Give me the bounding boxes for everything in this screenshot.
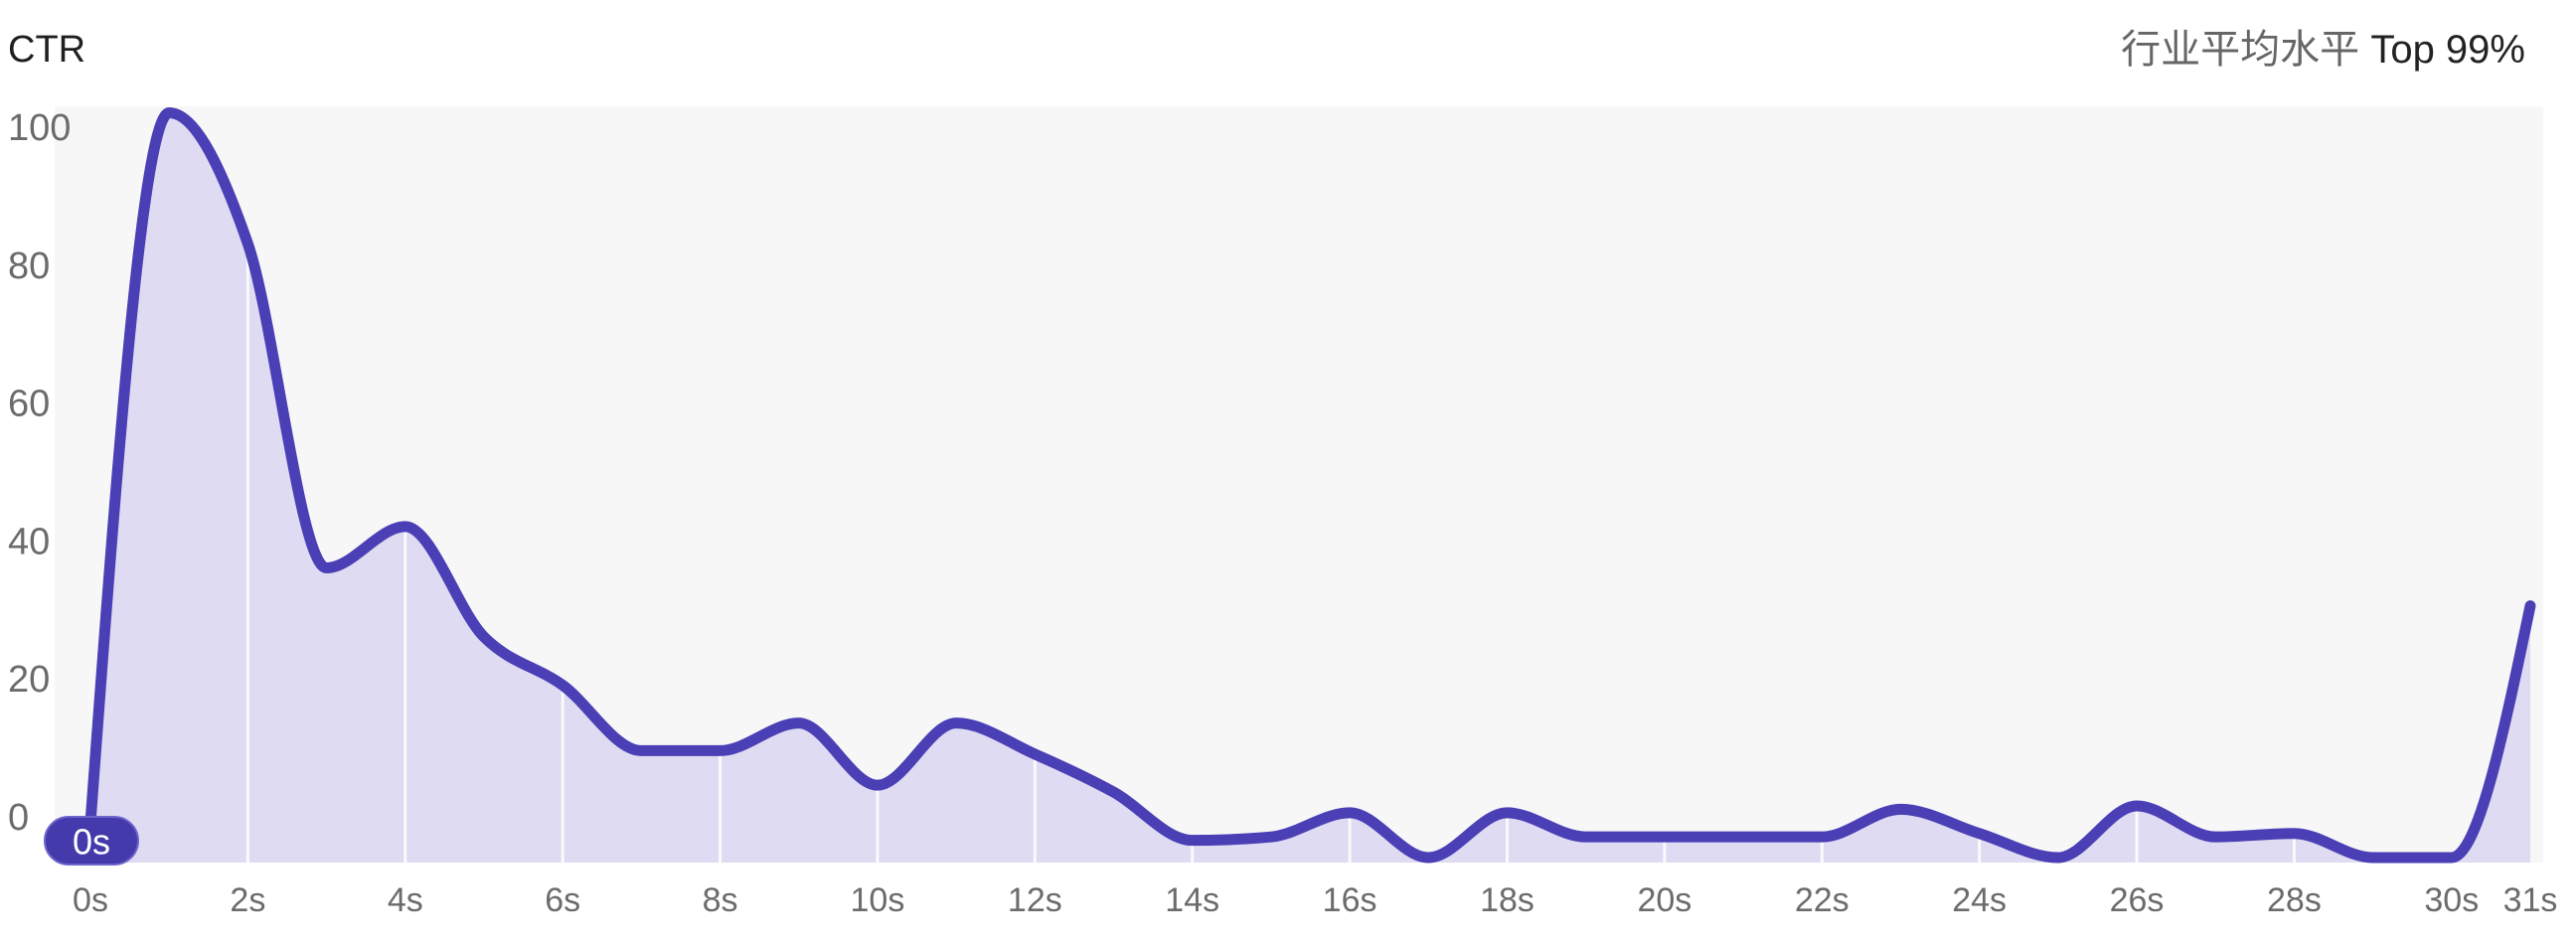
- x-tick-label: 10s: [851, 881, 905, 919]
- y-tick-label: 0: [8, 797, 29, 839]
- y-tick-label: 60: [8, 384, 50, 425]
- x-tick-label: 18s: [1480, 881, 1534, 919]
- x-tick-label: 6s: [545, 881, 580, 919]
- x-tick-label: 28s: [2267, 881, 2322, 919]
- time-cursor-pill[interactable]: [44, 816, 139, 866]
- x-tick-label: 2s: [230, 881, 265, 919]
- x-axis: 0s 2s 4s 6s 8s 10s 12s 14s 16s 18s 20s 22s 24s 26s 28s…: [73, 881, 2557, 919]
- y-tick-label: 100: [8, 107, 71, 149]
- y-tick-label: 80: [8, 245, 50, 287]
- benchmark-label: 行业平均水平: [2121, 28, 2360, 72]
- time-cursor-label: 0s: [73, 822, 110, 863]
- series-line: [84, 106, 2536, 864]
- benchmark-indicator: 行业平均水平 Top 99%: [2121, 30, 2525, 70]
- x-tick-label: 16s: [1323, 881, 1377, 919]
- y-tick-label: 20: [8, 659, 50, 701]
- x-tick-label: 20s: [1637, 881, 1691, 919]
- y-axis: 0 20 40 60 80 100: [8, 107, 71, 839]
- y-tick-label: 40: [8, 521, 50, 562]
- x-tick-label: 31s: [2503, 881, 2558, 919]
- series-area: [90, 112, 2530, 864]
- time-cursor-badge[interactable]: 0s: [44, 816, 139, 866]
- x-tick-label: 4s: [388, 881, 423, 919]
- x-tick-label: 0s: [73, 881, 108, 919]
- y-axis-title: CTR: [8, 29, 86, 71]
- x-tick-label: 24s: [1952, 881, 2007, 919]
- x-tick-label: 30s: [2424, 881, 2479, 919]
- x-tick-label: 22s: [1795, 881, 1850, 919]
- x-tick-label: 14s: [1165, 881, 1219, 919]
- x-tick-label: 26s: [2110, 881, 2165, 919]
- x-tick-label: 8s: [703, 881, 738, 919]
- x-tick-label: 12s: [1008, 881, 1062, 919]
- benchmark-value: Top 99%: [2370, 28, 2525, 72]
